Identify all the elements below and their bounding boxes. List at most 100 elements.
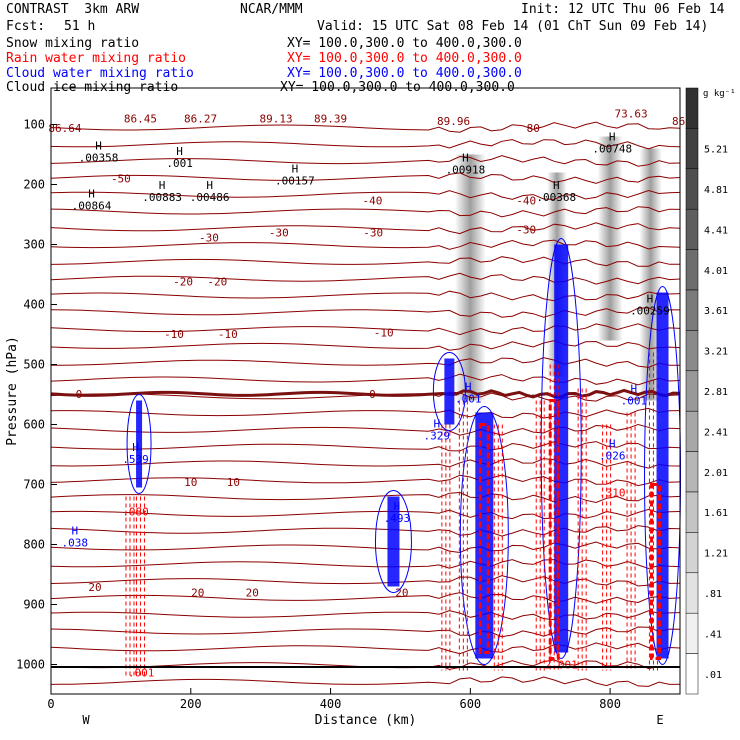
y-tick-label: 400 [23, 298, 45, 312]
organization: NCAR/MMM [240, 2, 303, 17]
init-time: Init: 12 UTC Thu 06 Feb 14 [521, 2, 725, 17]
cloud-water-value: .026 [599, 450, 626, 463]
rain-core-2 [650, 483, 662, 660]
cloud-water-contour-0 [126, 394, 152, 494]
cloud-max-marker: H [433, 418, 440, 431]
colorbar-label: 2.01 [704, 468, 728, 479]
ice-max-marker: H [292, 162, 299, 175]
rain-value: .080 [122, 506, 149, 519]
colorbar-label: 4.01 [704, 266, 728, 277]
top-value-label: 86.45 [124, 113, 157, 126]
colorbar-label: .01 [704, 670, 722, 681]
ice-max-value: .00358 [79, 152, 119, 165]
temperature-label: 20 [395, 587, 408, 600]
temperature-contour [50, 458, 681, 469]
y-tick-label: 800 [23, 538, 45, 552]
cloud-water-contour-2 [459, 406, 509, 665]
colorbar-label: .81 [704, 589, 722, 600]
temperature-contour [50, 172, 681, 184]
y-tick-label: 300 [23, 238, 45, 252]
temperature-contour [50, 290, 681, 302]
rain-value: .310 [599, 486, 626, 499]
field-xy-snow: XY= 100.0,300.0 to 400.0,300.0 [287, 36, 522, 51]
ice-max-marker: H [609, 131, 616, 144]
colorbar-swatch [685, 370, 699, 412]
ice-max-value: .00259 [630, 305, 670, 318]
temperature-contour [50, 559, 681, 570]
temperature-label: -20 [207, 276, 227, 289]
colorbar-swatch [685, 168, 699, 210]
rain-value: 2.001 [545, 659, 578, 672]
temperature-contour [51, 357, 680, 368]
y-tick-label: 500 [23, 358, 45, 372]
temperature-contour [50, 139, 681, 150]
x-tick-label: 200 [180, 697, 202, 711]
temperature-contour [50, 340, 681, 351]
cloud-water-contour-4 [644, 286, 682, 665]
y-tick-label: 900 [23, 598, 45, 612]
colorbar-swatch [685, 410, 699, 452]
west-label: W [82, 713, 90, 727]
rain-core-0 [478, 423, 490, 654]
temperature-contour [50, 323, 681, 336]
snow-column-3 [639, 148, 662, 401]
ice-max-value: .00368 [536, 191, 576, 204]
colorbar-swatch [685, 451, 699, 493]
temperature-contour [50, 575, 681, 587]
cloud-max-marker: H [71, 525, 78, 538]
cloud-water-value: .038 [62, 537, 89, 550]
east-label: E [656, 713, 663, 727]
ice-max-marker: H [462, 152, 469, 165]
y-tick-label: 200 [23, 178, 45, 192]
y-tick-label: 700 [23, 478, 45, 492]
colorbar-swatch [685, 249, 699, 291]
cloud-water-column-0 [136, 400, 143, 488]
cloud-water-contour-3 [540, 238, 582, 659]
colorbar-label: 2.81 [704, 387, 728, 398]
temperature-label: 20 [191, 587, 204, 600]
ice-max-value: .00918 [446, 164, 486, 177]
top-value-label: 89.96 [437, 115, 470, 128]
temperature-label: -40 [516, 195, 536, 208]
colorbar-swatch [685, 653, 699, 695]
ice-max-value: .00864 [72, 200, 112, 213]
colorbar-swatch [685, 128, 699, 170]
x-tick-label: 600 [459, 697, 481, 711]
temperature-contour [50, 239, 681, 250]
temperature-label: -20 [173, 276, 193, 289]
cloud-water-value: .539 [122, 453, 149, 466]
cloud-water-value: .001 [621, 394, 648, 407]
temperature-contour [50, 541, 681, 554]
plot-frame [50, 87, 681, 695]
cloud-water-value: .001 [455, 393, 482, 406]
temperature-contour [50, 272, 681, 285]
ice-max-value: .00486 [190, 191, 230, 204]
temperature-contour [50, 222, 681, 235]
ice-max-marker: H [159, 179, 166, 192]
cloud-max-marker: H [631, 382, 638, 395]
temperature-contour [50, 441, 681, 452]
temperature-contour [50, 121, 681, 133]
cloud-water-value: .493 [384, 512, 411, 525]
temperature-label: -30 [199, 231, 219, 244]
x-axis-title: Distance (km) [315, 713, 417, 728]
temperature-contour [50, 189, 681, 200]
colorbar-swatch [685, 289, 699, 331]
cloud-water-column-3 [554, 244, 569, 653]
temperature-label: -10 [374, 327, 394, 340]
rain-core-1 [548, 399, 560, 660]
temperature-label: 0 [76, 388, 83, 401]
temperature-contour [50, 525, 681, 537]
temperature-label: 20 [246, 587, 259, 600]
ice-max-value: .00748 [592, 143, 632, 156]
x-tick-label: 0 [47, 697, 54, 711]
cloud-water-column-2 [475, 412, 494, 659]
colorbar-swatch [685, 612, 699, 654]
temperature-contour [50, 508, 681, 520]
temperature-contour [50, 155, 681, 167]
temperature-contour [50, 407, 681, 419]
colorbar-unit: g kg⁻¹ [703, 89, 736, 99]
temperature-label: 0 [369, 388, 376, 401]
temperature-contour [50, 642, 681, 655]
top-value-label: 89.13 [259, 113, 292, 126]
